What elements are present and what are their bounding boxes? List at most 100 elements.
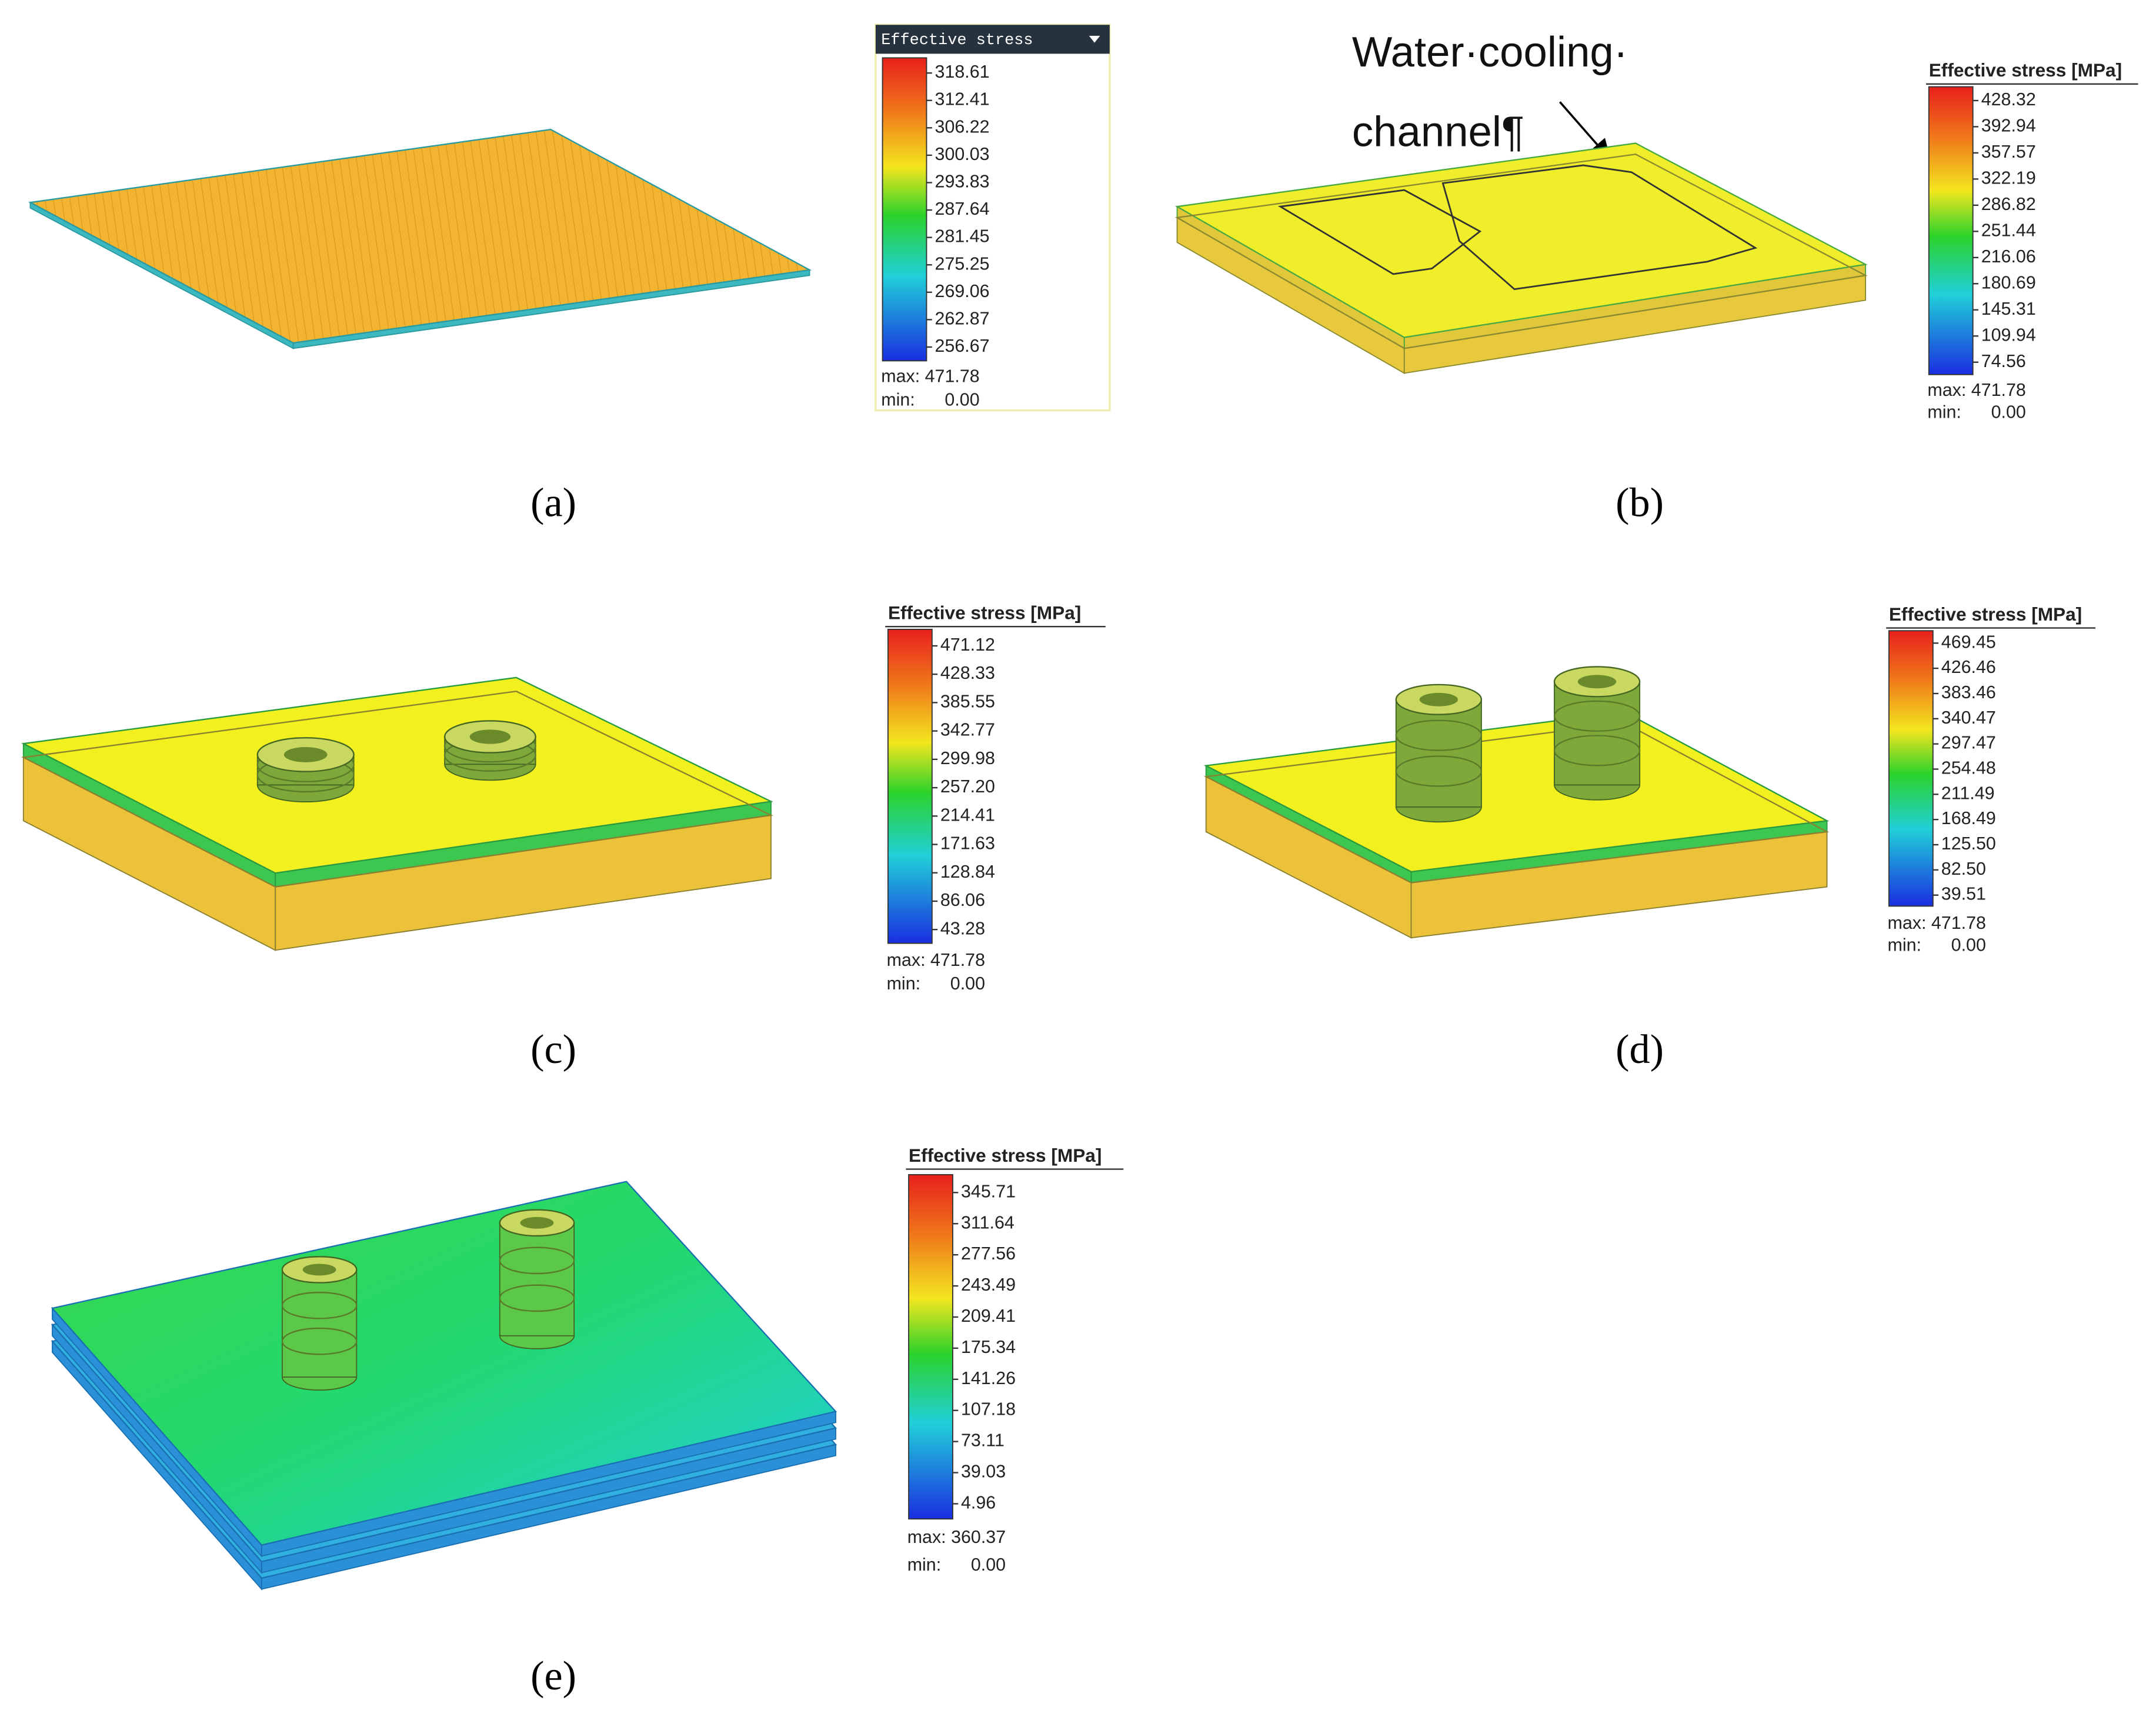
slab-top bbox=[1203, 711, 1830, 873]
slab-top bbox=[21, 676, 773, 874]
tick-label: 428.32 bbox=[1981, 89, 2036, 109]
tick-label: 340.47 bbox=[1941, 708, 1996, 728]
tick-label: 299.98 bbox=[940, 748, 995, 768]
color-bar bbox=[882, 57, 927, 362]
color-bar bbox=[1888, 630, 1934, 907]
tick-label: 251.44 bbox=[1981, 220, 2036, 240]
color-bar bbox=[1928, 86, 1974, 375]
tick-label: 74.56 bbox=[1981, 351, 2026, 371]
tick-label: 141.26 bbox=[961, 1368, 1016, 1388]
legend-min: min: 0.00 bbox=[1888, 935, 1986, 955]
tick-label: 269.06 bbox=[935, 281, 990, 301]
cylinder-ring bbox=[499, 1284, 575, 1312]
cylinder-ring bbox=[1395, 755, 1483, 787]
tick-label: 426.46 bbox=[1941, 657, 1996, 677]
tick-label: 287.64 bbox=[935, 199, 990, 219]
tick-label: 293.83 bbox=[935, 171, 990, 191]
annotation: channel¶ bbox=[1352, 108, 1524, 156]
legend-max: max: 471.78 bbox=[881, 366, 979, 386]
cylinder-body bbox=[1395, 699, 1482, 808]
tick-label: 257.20 bbox=[940, 776, 995, 796]
tick-label: 107.18 bbox=[961, 1399, 1016, 1419]
cylinder-ring bbox=[1395, 719, 1483, 751]
tick-label: 39.51 bbox=[1941, 884, 1986, 904]
tick-label: 469.45 bbox=[1941, 632, 1996, 652]
tick-label: 4.96 bbox=[961, 1492, 996, 1512]
slab-top bbox=[51, 1181, 837, 1546]
panel-label: (e) bbox=[530, 1653, 576, 1699]
tick-label: 209.41 bbox=[961, 1306, 1016, 1326]
cylinder-ring bbox=[1553, 735, 1641, 766]
cylinder-hole bbox=[520, 1216, 554, 1229]
tick-label: 82.50 bbox=[1941, 859, 1986, 879]
tick-label: 392.94 bbox=[1981, 115, 2036, 135]
legend-min: min: 0.00 bbox=[907, 1555, 1006, 1575]
tick-label: 312.41 bbox=[935, 89, 990, 109]
tick-label: 211.49 bbox=[1941, 783, 1995, 803]
tick-label: 171.63 bbox=[940, 834, 995, 854]
legend-min: min: 0.00 bbox=[887, 974, 985, 994]
cylinder-body bbox=[281, 1269, 358, 1378]
legend-max: max: 471.78 bbox=[1888, 913, 1986, 933]
panel-label: (b) bbox=[1616, 480, 1664, 526]
legend-header bbox=[875, 25, 1110, 54]
cylinder-ring bbox=[281, 1292, 358, 1319]
tick-label: 357.57 bbox=[1981, 142, 2036, 162]
tick-label: 73.11 bbox=[961, 1431, 1004, 1451]
tick-label: 86.06 bbox=[940, 890, 985, 910]
tick-label: 342.77 bbox=[940, 720, 995, 740]
tick-label: 180.69 bbox=[1981, 272, 2036, 292]
slab-top bbox=[21, 691, 773, 888]
legend-title: Effective stress [MPa] bbox=[888, 602, 1081, 623]
channel bbox=[1277, 164, 1758, 291]
cylinder-ring bbox=[281, 1327, 358, 1355]
tick-label: 306.22 bbox=[935, 116, 990, 136]
cylinder-body bbox=[499, 1222, 575, 1336]
tick-label: 286.82 bbox=[1981, 194, 2036, 214]
tick-label: 128.84 bbox=[940, 862, 995, 882]
tick-label: 297.47 bbox=[1941, 733, 1996, 753]
tick-label: 281.45 bbox=[935, 226, 990, 246]
panel-label: (c) bbox=[530, 1026, 576, 1072]
tick-label: 275.25 bbox=[935, 254, 990, 274]
legend-max: max: 360.37 bbox=[907, 1527, 1006, 1547]
tick-label: 311.64 bbox=[961, 1212, 1014, 1232]
tick-label: 318.61 bbox=[935, 62, 990, 82]
cylinder-hole bbox=[1577, 675, 1617, 689]
cylinder-hole bbox=[469, 729, 511, 744]
legend-title: Effective stress bbox=[881, 32, 1033, 49]
tick-label: 43.28 bbox=[940, 918, 985, 938]
tick-label: 214.41 bbox=[940, 805, 995, 825]
tick-label: 39.03 bbox=[961, 1462, 1006, 1482]
panel-label: (a) bbox=[530, 480, 576, 526]
tick-label: 125.50 bbox=[1941, 834, 1996, 854]
legend-min: min: 0.00 bbox=[1927, 402, 2025, 422]
tick-label: 300.03 bbox=[935, 144, 990, 164]
cylinder-hole bbox=[283, 747, 328, 762]
tick-label: 254.48 bbox=[1941, 758, 1996, 778]
legend-max: max: 471.78 bbox=[1927, 380, 2025, 400]
tick-label: 168.49 bbox=[1941, 808, 1996, 828]
dropdown-arrow bbox=[1089, 35, 1100, 43]
legend-max: max: 471.78 bbox=[887, 950, 985, 970]
cylinder-ring bbox=[1553, 700, 1641, 732]
tick-label: 471.12 bbox=[940, 635, 995, 655]
tick-label: 345.71 bbox=[961, 1181, 1016, 1201]
slab-top bbox=[1175, 154, 1868, 349]
slab-top bbox=[1203, 722, 1830, 884]
tick-label: 262.87 bbox=[935, 308, 990, 328]
slab-top bbox=[28, 128, 812, 344]
slab-top bbox=[1175, 142, 1868, 338]
tick-label: 383.46 bbox=[1941, 682, 1996, 702]
legend-min: min: 0.00 bbox=[881, 389, 979, 409]
annotation: Water·cooling· bbox=[1352, 28, 1628, 76]
panel-label: (d) bbox=[1616, 1026, 1664, 1072]
cylinder-hole bbox=[302, 1264, 336, 1276]
tick-label: 385.55 bbox=[940, 691, 995, 711]
tick-label: 145.31 bbox=[1981, 299, 2036, 319]
tick-label: 109.94 bbox=[1981, 325, 2036, 345]
legend-title: Effective stress [MPa] bbox=[1929, 59, 2122, 81]
legend-title: Effective stress [MPa] bbox=[1889, 604, 2082, 625]
